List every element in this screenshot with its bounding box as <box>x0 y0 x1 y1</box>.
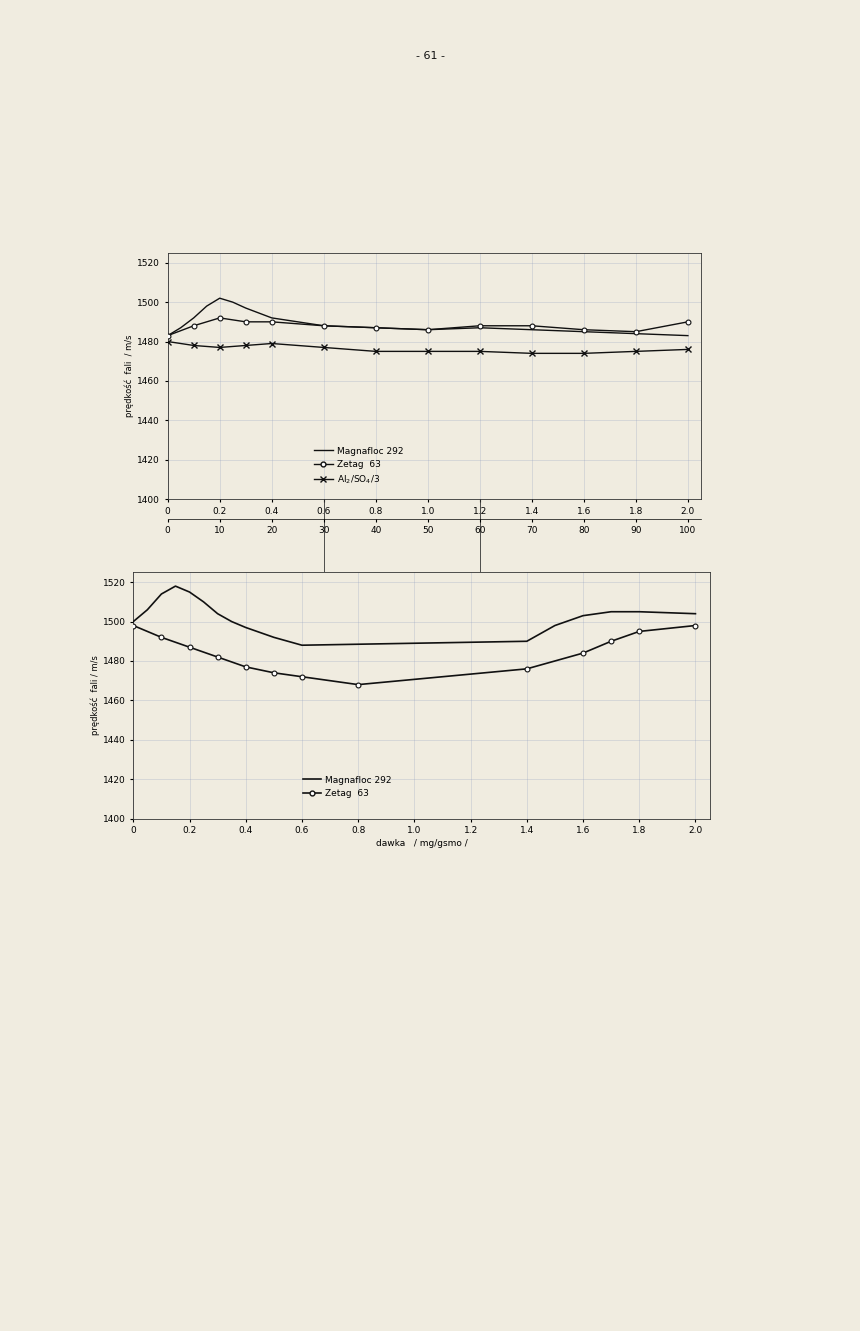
Text: - 61 -: - 61 - <box>415 51 445 61</box>
Text: Al$_2$/SO$_4$/3: Al$_2$/SO$_4$/3 <box>537 572 577 586</box>
Text: dawka   / mg/gsmo /: dawka / mg/gsmo / <box>389 603 480 611</box>
Y-axis label: prędkość  fali / m/s: prędkość fali / m/s <box>90 655 100 736</box>
X-axis label: dawka   / mg/gsmo /: dawka / mg/gsmo / <box>376 840 467 848</box>
Text: Zetag 63: Zetag 63 <box>372 572 411 582</box>
Legend: Magnafloc 292, Zetag  63: Magnafloc 292, Zetag 63 <box>299 772 396 801</box>
Legend: Magnafloc 292, Zetag  63, Al$_2$/SO$_4$/3: Magnafloc 292, Zetag 63, Al$_2$/SO$_4$/3 <box>310 443 407 490</box>
Text: Magnafloc 292: Magnafloc 292 <box>200 572 262 582</box>
Y-axis label: prędkość  fali  / m/s: prędkość fali / m/s <box>125 335 134 417</box>
